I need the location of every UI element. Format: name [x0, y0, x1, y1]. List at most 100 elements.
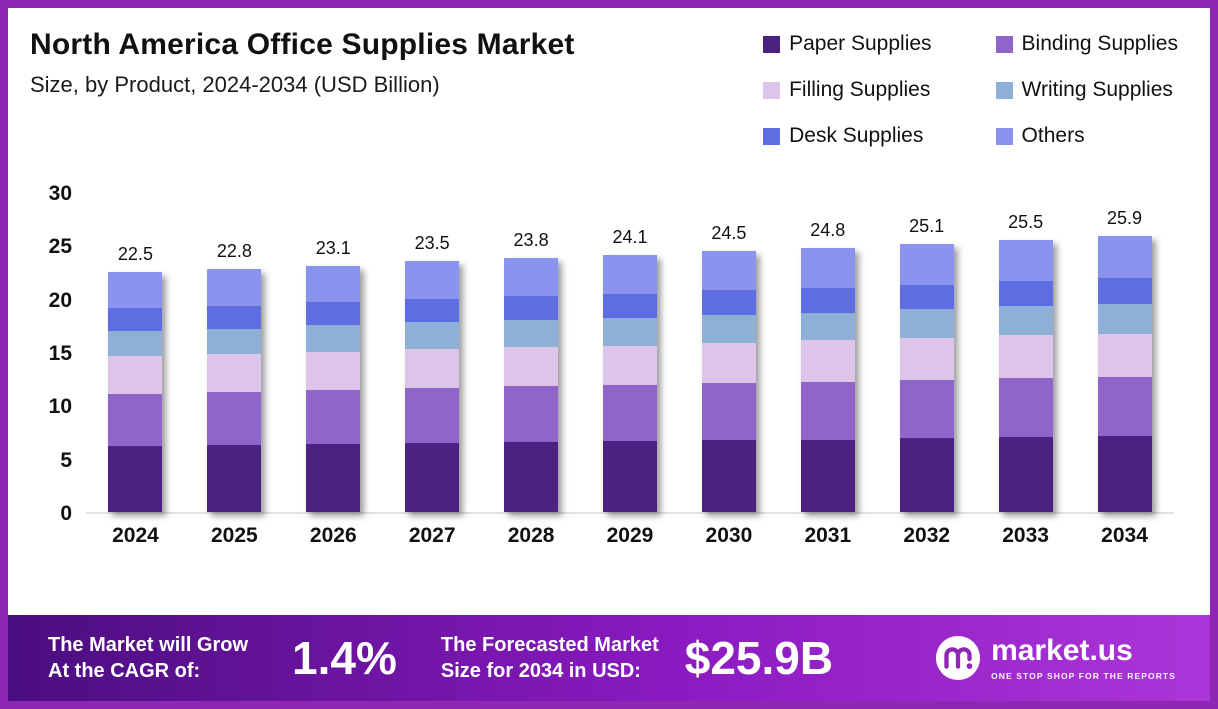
- y-tick-label-25: 25: [48, 235, 72, 259]
- bar-segment-others: [207, 268, 262, 307]
- bar-segment-writing-supplies: [504, 319, 559, 347]
- bar-group-2033: 25.5 2033: [998, 194, 1054, 547]
- cagr-label-line2: At the CAGR of:: [48, 660, 201, 682]
- bar-stack-2033: [998, 240, 1053, 512]
- market-us-logo: market.us ONE STOP SHOP FOR THE REPORTS: [935, 635, 1176, 681]
- bar-segment-paper-supplies: [207, 444, 262, 512]
- legend-swatch-desk-supplies: [763, 127, 781, 145]
- bar-segment-writing-supplies: [602, 317, 657, 346]
- bar-segment-paper-supplies: [108, 445, 163, 512]
- legend-item-writing-supplies: Writing Supplies: [995, 78, 1178, 102]
- bar-segment-binding-supplies: [207, 391, 262, 445]
- bar-segment-others: [504, 258, 559, 297]
- legend-label-desk-supplies: Desk Supplies: [789, 124, 924, 147]
- bar-group-2031: 24.8 2031: [800, 194, 856, 547]
- bar-segment-binding-supplies: [504, 386, 559, 442]
- bar-segment-binding-supplies: [899, 379, 954, 439]
- legend-swatch-filling-supplies: [763, 81, 781, 99]
- bar-stack-2026: [306, 265, 361, 512]
- bar-segment-paper-supplies: [504, 441, 559, 512]
- bar-stack-2030: [701, 250, 756, 512]
- page-title: North America Office Supplies Market: [30, 28, 575, 61]
- legend-swatch-writing-supplies: [995, 81, 1013, 99]
- legend-item-paper-supplies: Paper Supplies: [763, 32, 932, 56]
- bar-segment-paper-supplies: [602, 440, 657, 512]
- legend-label-writing-supplies: Writing Supplies: [1021, 78, 1173, 101]
- bar-segment-others: [1097, 235, 1152, 279]
- bar-stack-2027: [405, 261, 460, 512]
- legend-item-binding-supplies: Binding Supplies: [995, 32, 1178, 56]
- bar-segment-writing-supplies: [800, 312, 855, 341]
- bar-segment-writing-supplies: [1097, 304, 1152, 334]
- bar-segment-paper-supplies: [701, 439, 756, 512]
- bar-total-label-2033: 25.5: [1008, 212, 1044, 233]
- title-block: North America Office Supplies Market Siz…: [30, 28, 575, 148]
- bar-segment-writing-supplies: [306, 325, 361, 353]
- legend-label-others: Others: [1021, 124, 1085, 147]
- bar-segment-writing-supplies: [998, 306, 1053, 335]
- cagr-label-line1: The Market will Grow: [48, 634, 249, 656]
- bar-segment-desk-supplies: [1097, 278, 1152, 305]
- x-axis-label-2033: 2033: [1002, 524, 1049, 547]
- bar-segment-paper-supplies: [998, 437, 1053, 512]
- bar-total-label-2024: 22.5: [117, 244, 153, 265]
- bar-stack-2034: [1097, 235, 1152, 512]
- bar-segment-others: [800, 247, 855, 289]
- bar-segment-paper-supplies: [405, 442, 460, 512]
- legend-label-filling-supplies: Filling Supplies: [789, 78, 931, 101]
- bar-group-2025: 22.8 2025: [206, 194, 262, 547]
- bar-segment-desk-supplies: [207, 306, 262, 329]
- bar-segment-filling-supplies: [701, 342, 756, 383]
- chart-header: North America Office Supplies Market Siz…: [8, 8, 1210, 148]
- y-tick-label-5: 5: [60, 448, 72, 472]
- bar-total-label-2028: 23.8: [513, 230, 549, 251]
- bar-total-label-2026: 23.1: [315, 237, 351, 258]
- bar-segment-filling-supplies: [207, 354, 262, 392]
- x-axis-label-2032: 2032: [903, 524, 951, 547]
- bar-segment-binding-supplies: [998, 377, 1053, 438]
- x-axis-label-2027: 2027: [408, 524, 456, 547]
- forecast-label-line2: Size for 2034 in USD:: [440, 660, 641, 682]
- bar-stack-2029: [602, 254, 657, 512]
- x-axis-label-2031: 2031: [804, 524, 852, 547]
- legend-swatch-binding-supplies: [995, 35, 1013, 53]
- forecast-value: $25.9B: [684, 632, 834, 684]
- bar-segment-writing-supplies: [899, 309, 954, 339]
- logo-text: market.us: [991, 633, 1133, 667]
- bottom-banner: The Market will Grow At the CAGR of: 1.4…: [8, 615, 1210, 701]
- bar-segment-filling-supplies: [306, 352, 361, 391]
- bar-segment-writing-supplies: [108, 330, 163, 357]
- bar-segment-desk-supplies: [602, 294, 657, 318]
- bar-group-2027: 23.5 2027: [404, 194, 460, 547]
- logo-text-block: market.us ONE STOP SHOP FOR THE REPORTS: [991, 633, 1176, 681]
- x-axis-label-2030: 2030: [705, 524, 753, 547]
- bar-segment-binding-supplies: [108, 393, 163, 446]
- y-tick-label-10: 10: [48, 395, 72, 419]
- bar-segment-writing-supplies: [701, 314, 756, 343]
- bar-segment-filling-supplies: [800, 340, 855, 382]
- y-tick-label-30: 30: [48, 182, 72, 205]
- bar-segment-filling-supplies: [602, 345, 657, 385]
- bar-segment-others: [899, 244, 954, 285]
- bar-stack-2032: [899, 244, 954, 512]
- bar-segment-paper-supplies: [306, 443, 361, 512]
- bar-group-2028: 23.8 2028: [503, 194, 559, 547]
- bar-group-2024: 22.5 2024: [107, 194, 163, 547]
- bar-segment-others: [405, 261, 460, 299]
- plot-area: 22.5 2024 22.8 2025 23.1 2026 23.5 2027 23.8 2028…: [86, 194, 1174, 547]
- bar-group-2034: 25.9 2034: [1097, 194, 1153, 547]
- bar-segment-binding-supplies: [701, 383, 756, 440]
- bar-total-label-2034: 25.9: [1106, 207, 1143, 228]
- bar-total-label-2027: 23.5: [414, 233, 450, 254]
- bar-segment-paper-supplies: [899, 438, 954, 512]
- bar-segment-desk-supplies: [108, 308, 163, 331]
- bar-segment-desk-supplies: [405, 298, 460, 323]
- bar-segment-binding-supplies: [405, 388, 460, 443]
- bar-segment-others: [998, 240, 1053, 281]
- bar-segment-others: [108, 272, 163, 309]
- bar-segment-paper-supplies: [800, 439, 855, 512]
- bar-stack-2025: [207, 268, 262, 512]
- cagr-value: 1.4%: [292, 632, 397, 684]
- bar-stack-2024: [108, 272, 163, 512]
